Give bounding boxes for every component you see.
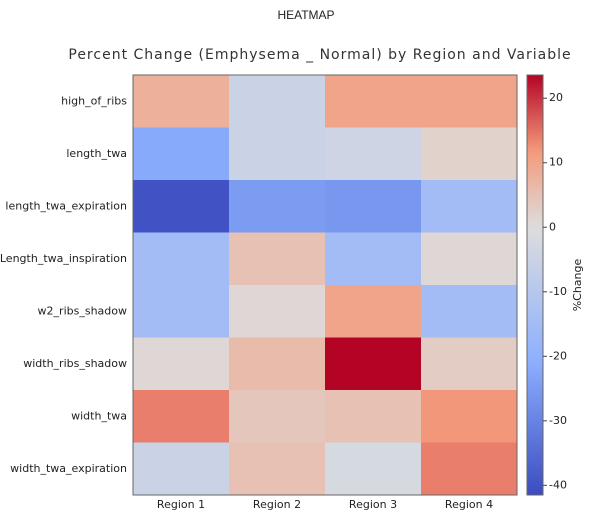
heatmap-cell — [421, 442, 518, 496]
y-tick-label: high_of_ribs — [61, 94, 127, 107]
colorbar-tick-label: -30 — [549, 414, 567, 427]
y-tick-label: Length_twa_inspiration — [0, 252, 127, 265]
heatmap-cell — [133, 442, 230, 496]
heatmap-cell — [421, 337, 518, 391]
plot-frame — [132, 74, 518, 496]
colorbar-tick-label: 0 — [549, 220, 556, 233]
heatmap-cell — [421, 127, 518, 181]
heatmap-cell — [133, 337, 230, 391]
heatmap-cell — [421, 75, 518, 128]
heatmap-cell — [325, 127, 422, 181]
y-tick-label: width_twa — [71, 409, 127, 422]
heatmap-cell — [229, 337, 326, 391]
colorbar-tick-label: -40 — [549, 478, 567, 491]
colorbar-tick-label: -10 — [549, 285, 567, 298]
heatmap-cell — [229, 180, 326, 233]
heatmap-cell — [421, 180, 518, 233]
heatmap-cell — [325, 232, 422, 286]
y-tick-label: length_twa — [66, 147, 127, 160]
y-tick-label: length_twa_expiration — [5, 199, 127, 212]
colorbar-label: %Change — [571, 258, 584, 311]
heatmap-cell — [133, 75, 230, 128]
heatmap-cell — [133, 232, 230, 286]
heatmap-cell — [325, 390, 422, 443]
heatmap-cell — [133, 127, 230, 181]
heatmap-cell — [133, 390, 230, 443]
heatmap-cell — [229, 232, 326, 286]
heatmap-cell — [229, 127, 326, 181]
colorbar-tick-label: 10 — [549, 156, 563, 169]
heatmap-cell — [325, 285, 422, 338]
heatmap-cell — [325, 442, 422, 496]
chart-title: HEATMAP — [277, 8, 334, 22]
heatmap-cell — [325, 75, 422, 128]
heatmap-cell — [229, 75, 326, 128]
colorbar — [526, 74, 544, 496]
y-tick-label: width_ribs_shadow — [23, 357, 127, 370]
heatmap-cell — [229, 390, 326, 443]
x-tick-label: Region 3 — [349, 498, 397, 511]
heatmap-cell — [421, 285, 518, 338]
y-tick-label: width_twa_expiration — [10, 462, 127, 475]
heatmap-cell — [229, 442, 326, 496]
colorbar-tick-label: -20 — [549, 349, 567, 362]
heatmap-cell — [229, 285, 326, 338]
heatmap-cell — [421, 390, 518, 443]
x-tick-label: Region 2 — [253, 498, 301, 511]
heatmap-cell — [421, 232, 518, 286]
heatmap-cell — [133, 180, 230, 233]
heatmap-cell — [325, 180, 422, 233]
heatmap-cell — [325, 337, 422, 391]
y-tick-label: w2_ribs_shadow — [38, 304, 127, 317]
chart-subtitle: Percent Change (Emphysema _ Normal) by R… — [68, 47, 571, 63]
colorbar-tick-label: 20 — [549, 91, 563, 104]
heatmap-cell — [133, 285, 230, 338]
x-tick-label: Region 1 — [157, 498, 205, 511]
x-tick-label: Region 4 — [445, 498, 493, 511]
